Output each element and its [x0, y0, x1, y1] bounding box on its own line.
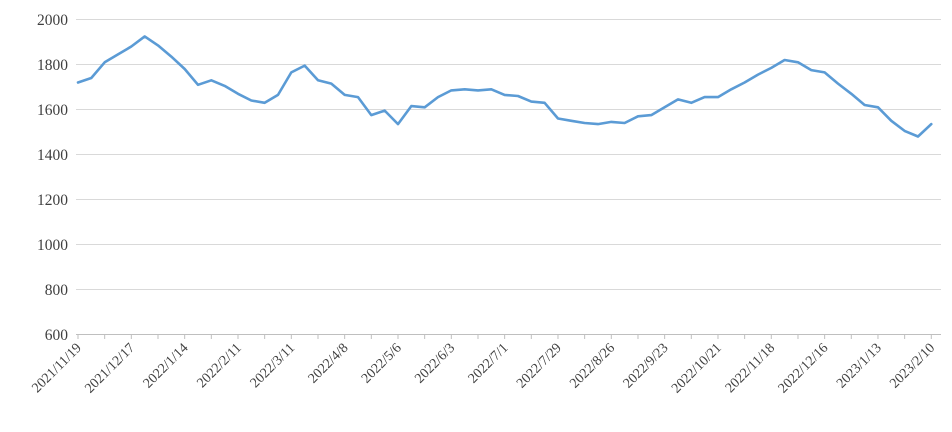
- x-tick-label: 2022/6/3: [412, 341, 458, 387]
- x-tick-label: 2022/7/1: [466, 341, 512, 387]
- x-axis: [76, 334, 941, 339]
- y-tick-label: 1400: [37, 147, 68, 164]
- x-tick-label: 2022/4/8: [306, 341, 352, 387]
- y-axis-labels: 600 800 1000 1200 1400 1600 1800 2000: [37, 12, 68, 344]
- series-line: [76, 35, 933, 138]
- x-tick-label: 2022/10/21: [669, 341, 725, 397]
- x-tick-label: 2021/12/17: [82, 341, 138, 397]
- y-tick-label: 800: [45, 282, 69, 299]
- x-tick-label: 2022/5/6: [359, 341, 405, 387]
- x-tick-label: 2023/2/10: [887, 341, 938, 392]
- x-tick-label: 2021/11/19: [29, 341, 84, 396]
- gridlines: [76, 19, 941, 290]
- x-tick-label: 2022/9/23: [621, 341, 672, 392]
- y-tick-label: 1200: [37, 192, 68, 209]
- x-tick-label: 2022/11/18: [723, 341, 778, 396]
- x-tick-label: 2022/8/26: [567, 341, 618, 392]
- x-tick-label: 2022/1/14: [141, 341, 192, 392]
- y-tick-label: 600: [45, 327, 69, 344]
- y-tick-label: 1000: [37, 237, 68, 254]
- y-tick-label: 2000: [37, 12, 68, 29]
- x-tick-label: 2022/12/16: [776, 341, 832, 397]
- y-tick-label: 1800: [37, 57, 68, 74]
- x-tick-label: 2022/2/11: [194, 341, 244, 391]
- data-series-line: [76, 35, 933, 138]
- x-tick-label: 2023/1/13: [834, 341, 885, 392]
- x-tick-label: 2022/7/29: [514, 341, 565, 392]
- y-tick-label: 1600: [37, 102, 68, 119]
- x-tick-label: 2022/3/11: [248, 341, 298, 391]
